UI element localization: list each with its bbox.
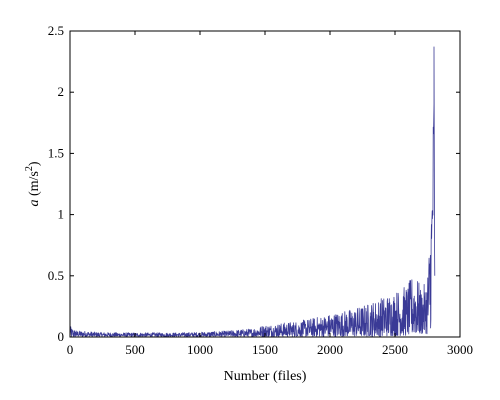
x-tick-label: 2500 (382, 342, 408, 357)
plot-area (70, 31, 460, 337)
y-tick-label: 1.5 (48, 145, 64, 160)
x-axis-ticks: 0 500 1000 1500 2000 2500 3000 (67, 31, 473, 357)
y-axis-unit-close: ) (27, 161, 42, 166)
x-tick-label: 0 (67, 342, 74, 357)
y-axis-title: a (m/s2) (24, 161, 42, 206)
y-tick-label: 0 (58, 329, 65, 344)
x-axis-title: Number (files) (224, 369, 307, 384)
y-tick-label: 2 (58, 84, 65, 99)
x-tick-label: 500 (125, 342, 145, 357)
y-axis-unit-exponent: 2 (24, 166, 35, 171)
x-tick-label: 1500 (252, 342, 278, 357)
y-tick-label: 0.5 (48, 268, 64, 283)
x-tick-label: 2000 (317, 342, 343, 357)
y-tick-label: 2.5 (48, 23, 64, 38)
y-axis-unit: (m/s (27, 171, 42, 199)
x-tick-label: 1000 (187, 342, 213, 357)
y-tick-label: 1 (58, 207, 65, 222)
y-axis-ticks: 0 0.5 1 1.5 2 2.5 (48, 23, 460, 344)
x-tick-label: 3000 (447, 342, 473, 357)
series-line (69, 46, 436, 337)
y-axis-symbol: a (27, 200, 42, 207)
